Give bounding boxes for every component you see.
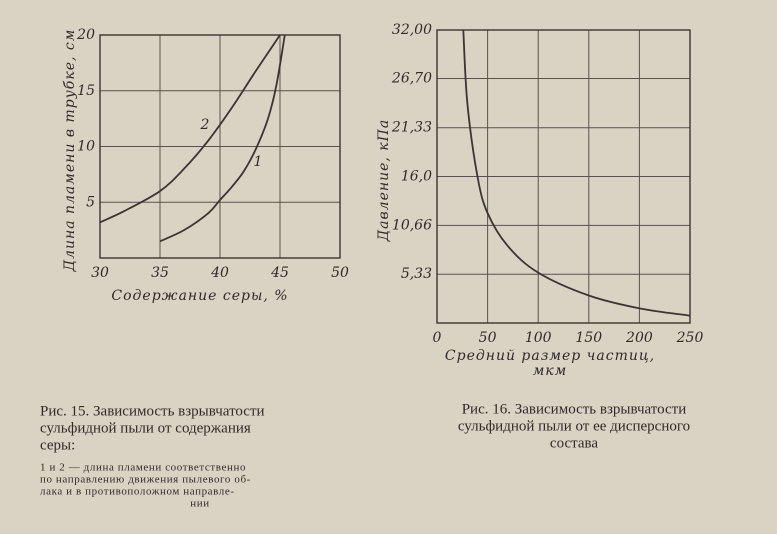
note-line: 1 и 2 — длина пламени соответственно [40,462,246,474]
curve [99,34,281,224]
note-line: лака и в противоположном направле- [40,486,235,498]
x-tick-label: 45 [270,265,289,281]
y-tick-label: 16,0 [401,169,432,185]
x-tick-label: 100 [525,330,552,346]
x-tick-label: 30 [91,265,109,281]
y-tick-label: 5,33 [401,266,432,282]
x-axis-label: Средний размер частиц, [445,348,655,364]
x-axis-label: мкм [533,363,568,379]
note-line: по направлению движения пылевого об- [40,474,251,486]
x-tick-label: 40 [210,265,229,281]
curve [159,34,286,243]
y-tick-label: 21,33 [391,120,432,136]
plot-frame [99,34,341,259]
y-tick-label: 10,66 [392,217,432,233]
x-tick-label: 50 [331,265,349,281]
y-tick-label: 26,70 [391,71,432,87]
curve [462,29,691,317]
y-tick-label: 32,00 [392,22,432,38]
caption-line: сульфидной пыли от ее дисперсного [458,418,690,434]
y-axis-label: Длина пламени в трубке, см [62,29,78,273]
x-tick-label: 200 [625,330,653,346]
caption-line: сульфидной пыли от содержания [40,420,251,436]
x-tick-label: 35 [151,265,169,281]
x-tick-label: 150 [575,330,602,346]
x-axis-label: Содержание серы, % [111,288,288,304]
y-tick-label: 15 [77,83,95,99]
caption-line: Рис. 16. Зависимость взрывчатости [462,401,687,417]
y-tick-label: 5 [86,194,95,210]
note-line: нии [190,498,209,510]
y-axis-label: Давление, кПа [376,119,392,242]
caption-line: состава [550,435,598,451]
curve-label: 1 [254,154,263,170]
caption-line: Рис. 15. Зависимость взрывчатости [40,403,265,419]
x-tick-label: 0 [433,330,442,346]
curve-label: 2 [200,117,210,133]
y-tick-label: 10 [77,139,95,155]
plot-frame [436,29,691,324]
x-tick-label: 50 [479,330,497,346]
x-tick-label: 250 [676,330,704,346]
y-tick-label: 20 [76,27,95,43]
caption-line: серы: [40,437,75,453]
